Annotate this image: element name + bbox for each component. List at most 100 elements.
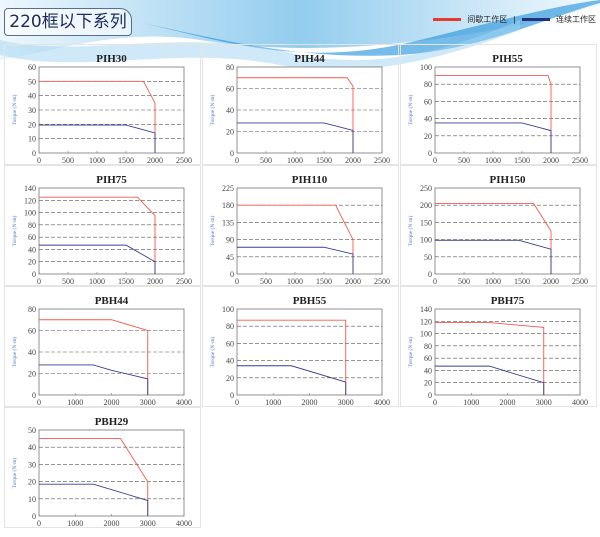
x-tick-label: 2000 bbox=[345, 156, 361, 165]
chart-pih55: PIH5502040608010005001000150020002500Mot… bbox=[400, 44, 597, 165]
plot-area bbox=[434, 66, 581, 154]
chart-title: PIH110 bbox=[292, 174, 328, 186]
chart-title: PBH29 bbox=[95, 416, 129, 428]
chart-svg: PIH110 0 45 90 135 180 225 0 500 1000 1500 2000 2500… bbox=[209, 174, 390, 286]
chart-title: PIH150 bbox=[489, 174, 526, 186]
x-tick-label: 1000 bbox=[463, 398, 479, 407]
y-tick-label: 20 bbox=[28, 120, 36, 129]
x-tick-label: 500 bbox=[458, 277, 470, 286]
chart-title: PBH55 bbox=[293, 295, 327, 307]
y-tick-label: 200 bbox=[420, 201, 432, 210]
y-tick-label: 40 bbox=[28, 92, 36, 101]
y-tick-label: 40 bbox=[226, 106, 234, 115]
x-tick-label: 2500 bbox=[572, 156, 588, 165]
x-tick-label: 1000 bbox=[485, 277, 501, 286]
x-tick-label: 1000 bbox=[485, 156, 501, 165]
x-tick-label: 0 bbox=[433, 398, 437, 407]
x-tick-label: 2000 bbox=[500, 398, 516, 407]
y-tick-label: 60 bbox=[28, 327, 36, 336]
chart-pih150: PIH150 0 50 100 150 200 250 0 500 1000 1500 2000 250… bbox=[400, 165, 597, 286]
series-intermittent-line bbox=[237, 77, 354, 153]
series-intermittent-line bbox=[435, 322, 545, 395]
chart-title: PIH44 bbox=[294, 53, 325, 65]
chart-pih30: PIH30010203040506005001000150020002500Mo… bbox=[4, 44, 201, 165]
plot-area bbox=[434, 308, 581, 396]
x-tick-label: 2000 bbox=[543, 277, 559, 286]
legend-swatch-continuous bbox=[522, 18, 550, 21]
y-tick-label: 40 bbox=[226, 357, 234, 366]
y-tick-label: 100 bbox=[420, 236, 432, 245]
y-tick-label: 0 bbox=[428, 149, 432, 158]
y-tick-label: 40 bbox=[28, 245, 36, 254]
y-axis-label: Torque (N·m) bbox=[11, 337, 18, 368]
y-tick-label: 100 bbox=[420, 330, 432, 339]
x-tick-label: 0 bbox=[37, 519, 41, 528]
chart-svg: PBH290102030405001000200030004000Motor s… bbox=[11, 416, 192, 528]
y-tick-label: 60 bbox=[28, 63, 36, 72]
y-axis-label: Torque (N·m) bbox=[11, 216, 18, 247]
x-tick-label: 1500 bbox=[118, 277, 134, 286]
series-continuous-line bbox=[39, 364, 149, 395]
x-tick-label: 2500 bbox=[374, 277, 390, 286]
y-tick-label: 80 bbox=[28, 221, 36, 230]
x-tick-label: 1500 bbox=[316, 277, 332, 286]
x-tick-label: 2000 bbox=[302, 398, 318, 407]
y-tick-label: 40 bbox=[28, 348, 36, 357]
series-intermittent-line bbox=[39, 80, 156, 153]
x-tick-label: 2000 bbox=[147, 156, 163, 165]
x-tick-label: 1000 bbox=[67, 398, 83, 407]
plot-area bbox=[434, 187, 581, 275]
chart-pih44: PIH4402040608005001000150020002500Motor … bbox=[202, 44, 399, 165]
series-intermittent-line bbox=[39, 438, 149, 516]
x-tick-label: 1000 bbox=[67, 519, 83, 528]
x-tick-label: 4000 bbox=[176, 398, 192, 407]
y-tick-label: 0 bbox=[32, 149, 36, 158]
x-tick-label: 3000 bbox=[140, 398, 156, 407]
y-tick-label: 10 bbox=[28, 495, 36, 504]
legend-swatch-intermittent bbox=[433, 18, 462, 21]
y-axis-label: Torque (N·m) bbox=[407, 216, 414, 247]
x-tick-label: 1500 bbox=[514, 277, 530, 286]
header-wave-background bbox=[0, 0, 600, 71]
y-tick-label: 0 bbox=[230, 149, 234, 158]
x-tick-label: 1000 bbox=[89, 277, 105, 286]
x-tick-label: 3000 bbox=[536, 398, 552, 407]
x-tick-label: 3000 bbox=[338, 398, 354, 407]
chart-title: PIH75 bbox=[96, 174, 127, 186]
x-tick-label: 1000 bbox=[287, 277, 303, 286]
chart-svg: PIH5502040608010005001000150020002500Mot… bbox=[407, 53, 588, 165]
series-intermittent-line bbox=[237, 319, 347, 395]
y-tick-label: 20 bbox=[226, 128, 234, 137]
x-tick-label: 4000 bbox=[572, 398, 588, 407]
x-tick-label: 1000 bbox=[265, 398, 281, 407]
x-tick-label: 0 bbox=[433, 277, 437, 286]
y-tick-label: 60 bbox=[424, 354, 432, 363]
x-tick-label: 2500 bbox=[572, 277, 588, 286]
series-continuous-line bbox=[39, 483, 149, 516]
y-tick-label: 0 bbox=[428, 391, 432, 400]
y-axis-label: Torque (N·m) bbox=[209, 216, 216, 247]
page-title: 220框以下系列 bbox=[4, 8, 132, 36]
series-continuous-line bbox=[237, 246, 354, 274]
y-tick-label: 120 bbox=[24, 196, 36, 205]
y-tick-label: 40 bbox=[424, 115, 432, 124]
x-tick-label: 1500 bbox=[514, 156, 530, 165]
chart-pih110: PIH110 0 45 90 135 180 225 0 500 1000 1500 2000 2500… bbox=[202, 165, 399, 286]
y-axis-label: Torque (N·m) bbox=[407, 95, 414, 126]
series-continuous-line bbox=[237, 365, 347, 395]
y-tick-label: 60 bbox=[28, 233, 36, 242]
y-tick-label: 0 bbox=[428, 270, 432, 279]
y-tick-label: 40 bbox=[28, 443, 36, 452]
x-tick-label: 2500 bbox=[176, 277, 192, 286]
series-continuous-line bbox=[435, 239, 552, 274]
y-tick-label: 0 bbox=[32, 270, 36, 279]
x-tick-label: 1500 bbox=[316, 156, 332, 165]
legend-label-continuous: 连续工作区 bbox=[556, 15, 596, 24]
x-tick-label: 500 bbox=[62, 156, 74, 165]
y-tick-label: 40 bbox=[424, 366, 432, 375]
y-tick-label: 90 bbox=[226, 236, 234, 245]
x-tick-label: 2000 bbox=[104, 519, 120, 528]
y-tick-label: 20 bbox=[28, 478, 36, 487]
x-tick-label: 2500 bbox=[374, 156, 390, 165]
y-axis-label: Torque (N·m) bbox=[11, 95, 18, 126]
